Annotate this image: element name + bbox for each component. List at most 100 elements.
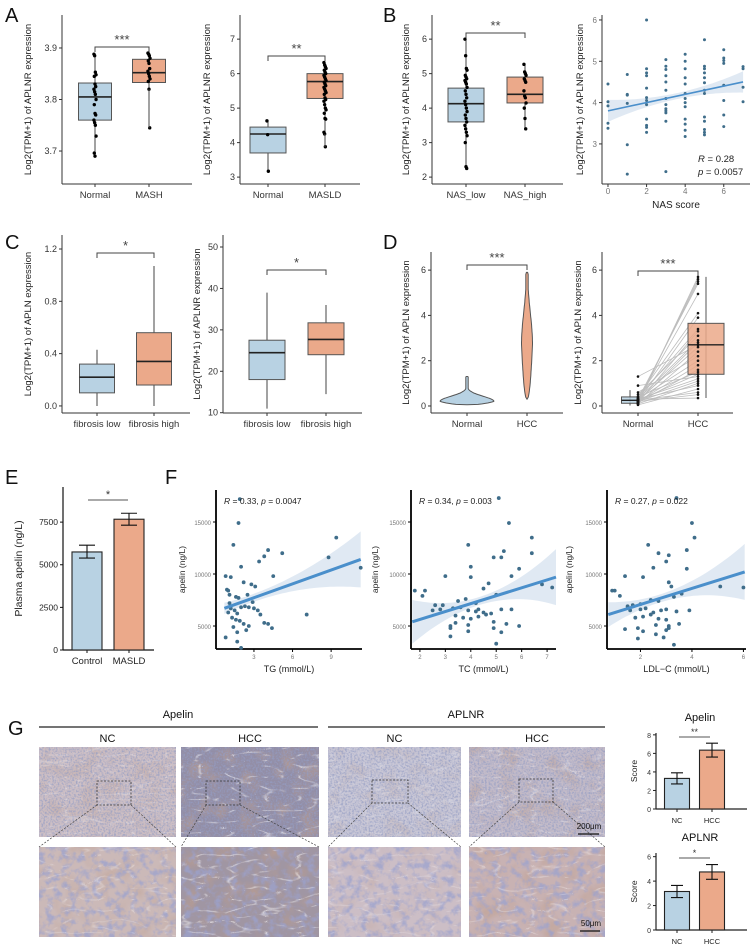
- data-point: [463, 37, 467, 41]
- zoom-connector: [552, 801, 606, 848]
- data-point: [641, 575, 645, 580]
- data-point: [257, 559, 261, 564]
- data-point: [666, 553, 671, 558]
- y-tick-label: 4: [230, 138, 235, 148]
- data-point: [265, 119, 269, 123]
- y-tick-label: 3.9: [44, 43, 57, 53]
- data-point: [696, 375, 700, 378]
- panel-label: B: [383, 5, 396, 27]
- data-point: [92, 74, 97, 79]
- x-category-label: HCC: [704, 816, 721, 825]
- data-point: [322, 92, 326, 97]
- data-point: [239, 645, 243, 650]
- significance-stars: ***: [489, 250, 504, 265]
- data-point: [524, 80, 528, 84]
- data-point: [540, 582, 544, 587]
- data-point: [266, 622, 270, 626]
- data-point: [324, 117, 328, 121]
- violin-shape: [521, 271, 533, 401]
- regression-line: [607, 570, 746, 617]
- data-point: [722, 61, 726, 65]
- data-point: [606, 104, 610, 108]
- data-point: [517, 624, 522, 628]
- ihc-image-bot: [181, 847, 319, 937]
- correlation-stat: R = 0.34, p = 0.003: [419, 496, 492, 506]
- data-point: [664, 103, 668, 107]
- data-point: [683, 117, 687, 121]
- y-tick-label: 4: [647, 879, 651, 886]
- x-category-label: fibrosis low: [244, 419, 291, 430]
- chart-4: 0.0 0.4 0.8 1.2 Log2(TPM+1) of APLN expressi…: [23, 235, 190, 430]
- data-point: [625, 73, 629, 77]
- bar: [71, 551, 103, 651]
- x-category-label: NC: [672, 937, 683, 946]
- y-tick-label: 6: [593, 16, 598, 25]
- x-tick-label: 6: [291, 655, 295, 661]
- x-tick-label: 4: [683, 187, 688, 196]
- ihc-image-top: [328, 747, 461, 837]
- data-point: [664, 88, 668, 92]
- data-point: [664, 119, 668, 123]
- y-tick-label: 15000: [389, 521, 406, 527]
- panel-label: G: [8, 718, 24, 740]
- x-category-label: NC: [672, 816, 683, 825]
- zoom-region-box: [518, 778, 554, 803]
- ihc-sinusoids: [328, 747, 461, 837]
- stat-r-label: R: [224, 496, 230, 506]
- data-point: [93, 82, 97, 86]
- data-point: [237, 497, 242, 502]
- data-point: [241, 622, 246, 626]
- y-tick-label: 2: [647, 788, 651, 795]
- data-point: [696, 384, 700, 387]
- box-iqr: [248, 339, 286, 381]
- y-tick-label: 6: [592, 265, 597, 275]
- data-point: [664, 107, 668, 111]
- regression-line: [607, 81, 744, 112]
- zoom-connector: [38, 804, 98, 848]
- data-point: [245, 592, 250, 597]
- data-point: [702, 71, 706, 75]
- data-point: [677, 622, 681, 626]
- data-point: [664, 559, 669, 564]
- bar: [113, 518, 145, 651]
- chart-3: 3 4 5 6 Log2(TPM+1) of APLNR expression 0 2 4 6 N…: [575, 15, 750, 211]
- data-point: [696, 334, 700, 338]
- data-point: [683, 59, 687, 63]
- data-point: [304, 612, 309, 617]
- chart-9: 5000 10000 15000 apelin (ng/L) 3 6 9 TG (mmol/L…: [177, 490, 363, 674]
- data-point: [523, 116, 527, 121]
- data-point: [499, 630, 504, 635]
- y-axis-title: apelin (ng/L): [564, 546, 574, 593]
- data-point: [718, 584, 723, 589]
- data-point: [702, 119, 706, 123]
- data-point: [702, 127, 706, 131]
- data-point: [461, 615, 466, 620]
- box-iqr: [136, 332, 172, 386]
- panel-label: C: [5, 232, 19, 254]
- data-point: [696, 370, 700, 374]
- y-tick-label: 1.2: [44, 244, 57, 254]
- data-point: [453, 613, 458, 618]
- x-tick-label: 2: [644, 187, 649, 196]
- error-bar: [671, 884, 683, 899]
- panel-label: D: [383, 232, 397, 254]
- x-category-label: Normal: [452, 419, 483, 430]
- data-point: [741, 100, 745, 104]
- data-point: [464, 106, 469, 110]
- data-point: [692, 535, 697, 540]
- data-point: [606, 121, 610, 125]
- data-point: [696, 372, 700, 376]
- data-point: [476, 607, 481, 612]
- stat-r-value: = 0.27,: [621, 496, 652, 506]
- data-point: [687, 608, 692, 613]
- data-point: [645, 86, 649, 90]
- data-point: [463, 597, 468, 601]
- y-tick-label: 5: [422, 69, 427, 79]
- data-point: [92, 118, 96, 122]
- data-point: [246, 624, 251, 628]
- data-point: [696, 280, 700, 283]
- data-point: [440, 603, 445, 608]
- data-point: [92, 87, 96, 91]
- data-point: [504, 622, 509, 626]
